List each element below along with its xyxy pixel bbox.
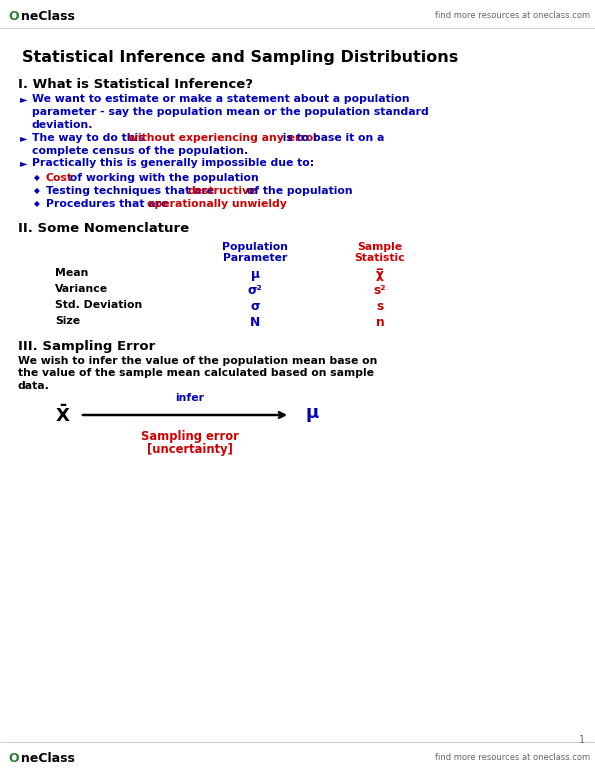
Text: χ̅: χ̅ — [376, 268, 384, 281]
Text: III. Sampling Error: III. Sampling Error — [18, 340, 155, 353]
Text: s: s — [377, 300, 384, 313]
Text: Statistic: Statistic — [355, 253, 405, 263]
Text: ►: ► — [20, 158, 27, 168]
Text: O: O — [8, 752, 18, 765]
Text: find more resources at oneclass.com: find more resources at oneclass.com — [435, 754, 590, 762]
Text: σ: σ — [250, 300, 260, 313]
Text: $\mathbf{\mu}$: $\mathbf{\mu}$ — [305, 406, 320, 424]
Text: n: n — [375, 316, 384, 329]
Text: complete census of the population.: complete census of the population. — [32, 146, 248, 156]
Text: the value of the sample mean calculated based on sample: the value of the sample mean calculated … — [18, 369, 374, 379]
Text: neClass: neClass — [21, 9, 75, 22]
Text: Practically this is generally impossible due to:: Practically this is generally impossible… — [32, 158, 314, 168]
Text: of working with the population: of working with the population — [66, 173, 259, 183]
Text: destructive: destructive — [187, 186, 257, 196]
Text: Std. Deviation: Std. Deviation — [55, 300, 142, 310]
Text: Sample: Sample — [358, 242, 403, 252]
Text: Variance: Variance — [55, 284, 108, 294]
Text: ◆: ◆ — [34, 199, 40, 208]
Text: Sampling error: Sampling error — [141, 430, 239, 443]
Text: [uncertainty]: [uncertainty] — [147, 443, 233, 456]
Text: ◆: ◆ — [34, 173, 40, 182]
Text: neClass: neClass — [21, 752, 75, 765]
Text: Population: Population — [222, 242, 288, 252]
Text: We want to estimate or make a statement about a population
parameter - say the p: We want to estimate or make a statement … — [32, 94, 429, 129]
Text: O: O — [8, 9, 18, 22]
Text: Size: Size — [55, 316, 80, 326]
Text: s²: s² — [374, 284, 386, 297]
Text: data.: data. — [18, 381, 50, 391]
Text: 1: 1 — [579, 735, 585, 745]
Text: Cost: Cost — [46, 173, 73, 183]
Text: ►: ► — [20, 133, 27, 143]
Text: Mean: Mean — [55, 268, 89, 278]
Text: operationally unwieldy: operationally unwieldy — [147, 199, 287, 209]
Text: without experiencing any error: without experiencing any error — [128, 133, 318, 143]
Text: ►: ► — [20, 94, 27, 104]
Text: I. What is Statistical Inference?: I. What is Statistical Inference? — [18, 78, 253, 91]
Text: We wish to infer the value of the population mean base on: We wish to infer the value of the popula… — [18, 356, 377, 366]
Text: N: N — [250, 316, 260, 329]
Text: is to base it on a: is to base it on a — [280, 133, 385, 143]
Text: of the population: of the population — [243, 186, 353, 196]
Text: σ²: σ² — [248, 284, 262, 297]
Text: μ: μ — [250, 268, 259, 281]
Text: Procedures that are: Procedures that are — [46, 199, 172, 209]
Text: The way to do this: The way to do this — [32, 133, 148, 143]
Text: infer: infer — [176, 393, 205, 403]
Text: II. Some Nomenclature: II. Some Nomenclature — [18, 222, 189, 235]
Text: Statistical Inference and Sampling Distributions: Statistical Inference and Sampling Distr… — [22, 50, 458, 65]
Text: $\mathbf{\bar{X}}$: $\mathbf{\bar{X}}$ — [55, 404, 71, 426]
Text: ◆: ◆ — [34, 186, 40, 195]
Text: Parameter: Parameter — [223, 253, 287, 263]
Text: Testing techniques that are: Testing techniques that are — [46, 186, 218, 196]
Text: find more resources at oneclass.com: find more resources at oneclass.com — [435, 12, 590, 21]
